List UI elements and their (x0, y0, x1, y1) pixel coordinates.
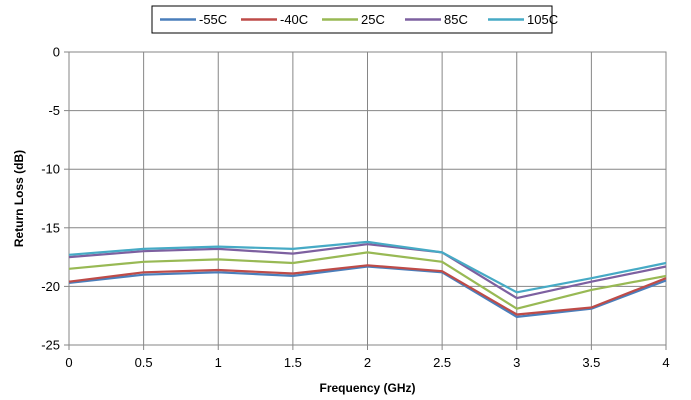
x-tick-label: 2 (364, 355, 371, 370)
series-line--55C (68, 265, 667, 318)
grid (68, 51, 667, 346)
legend-item-105C: 105C (488, 12, 558, 27)
x-tick-label: 1 (215, 355, 222, 370)
y-tick-label: -25 (41, 338, 60, 353)
y-tick-label: 0 (53, 45, 60, 60)
x-tick-label: 0.5 (135, 355, 153, 370)
series-line-25C (68, 251, 667, 310)
x-tick-label: 3.5 (582, 355, 600, 370)
y-axis-title: Return Loss (dB) (12, 150, 26, 247)
series-line-105C (68, 240, 667, 294)
x-tick-label: 0 (65, 355, 72, 370)
x-axis-title: Frequency (GHz) (319, 381, 415, 395)
x-tick-label: 4 (662, 355, 669, 370)
legend-label: -40C (280, 12, 308, 27)
legend: -55C -40C 25C 85C 105C (151, 5, 558, 34)
series-line-85C (68, 243, 667, 300)
y-tick-label: -15 (41, 220, 60, 235)
x-tick-label: 1.5 (284, 355, 302, 370)
series-lines (68, 240, 667, 318)
x-axis: 0 0.5 1 1.5 2 2.5 3 3.5 4 (65, 345, 670, 370)
legend-label: 85C (444, 12, 468, 27)
x-tick-label: 3 (513, 355, 520, 370)
y-tick-label: -20 (41, 279, 60, 294)
legend-item--55C: -55C (160, 12, 227, 27)
legend-item--40C: -40C (241, 12, 308, 27)
x-tick-label: 2.5 (433, 355, 451, 370)
legend-item-85C: 85C (405, 12, 468, 27)
y-axis: 0 -5 -10 -15 -20 -25 (41, 45, 69, 353)
y-tick-label: -10 (41, 162, 60, 177)
legend-label: 105C (527, 12, 558, 27)
legend-label: -55C (199, 12, 227, 27)
legend-label: 25C (361, 12, 385, 27)
y-tick-label: -5 (48, 103, 60, 118)
series-line--40C (68, 264, 667, 316)
legend-item-25C: 25C (322, 12, 385, 27)
